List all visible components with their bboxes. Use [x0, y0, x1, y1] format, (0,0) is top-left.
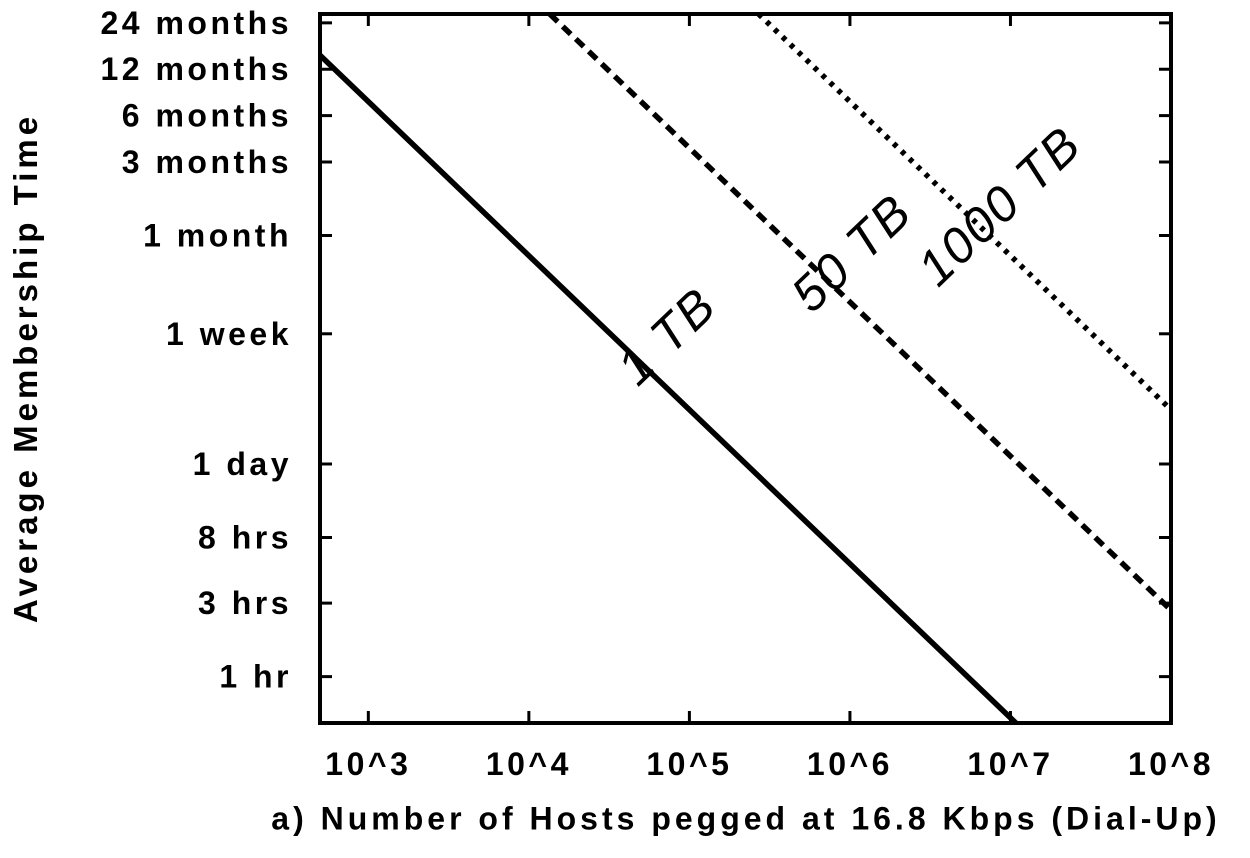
y-tick-label: 6 months [122, 98, 292, 134]
x-tick-label: 10^4 [486, 746, 572, 782]
y-tick-label: 8 hrs [198, 519, 292, 555]
series-label-1-tb: 1 TB [606, 277, 727, 396]
x-tick-label: 10^6 [807, 746, 893, 782]
plot-border [318, 12, 1173, 725]
series-line-1000-tb [756, 12, 1173, 412]
y-tick-label: 3 months [122, 144, 292, 180]
x-tick-label: 10^7 [967, 746, 1053, 782]
y-tick-label: 1 week [166, 316, 292, 352]
y-tick-label: 12 months [100, 51, 292, 87]
x-tick-label: 10^8 [1128, 746, 1214, 782]
y-tick-label: 1 day [193, 446, 292, 482]
x-tick-label: 10^5 [646, 746, 732, 782]
y-tick-label: 1 month [143, 217, 292, 253]
y-tick-label: 24 months [100, 5, 292, 41]
y-axis-title: Average Membership Time [7, 112, 44, 624]
x-axis-title: a) Number of Hosts pegged at 16.8 Kbps (… [271, 800, 1221, 837]
series-label-1000-tb: 1000 TB [907, 116, 1092, 297]
series-line-1-tb [318, 53, 1018, 725]
x-tick-label: 10^3 [325, 746, 411, 782]
series-line-50-tb [547, 12, 1173, 613]
y-tick-label: 3 hrs [198, 585, 292, 621]
y-tick-label: 1 hr [219, 659, 292, 695]
